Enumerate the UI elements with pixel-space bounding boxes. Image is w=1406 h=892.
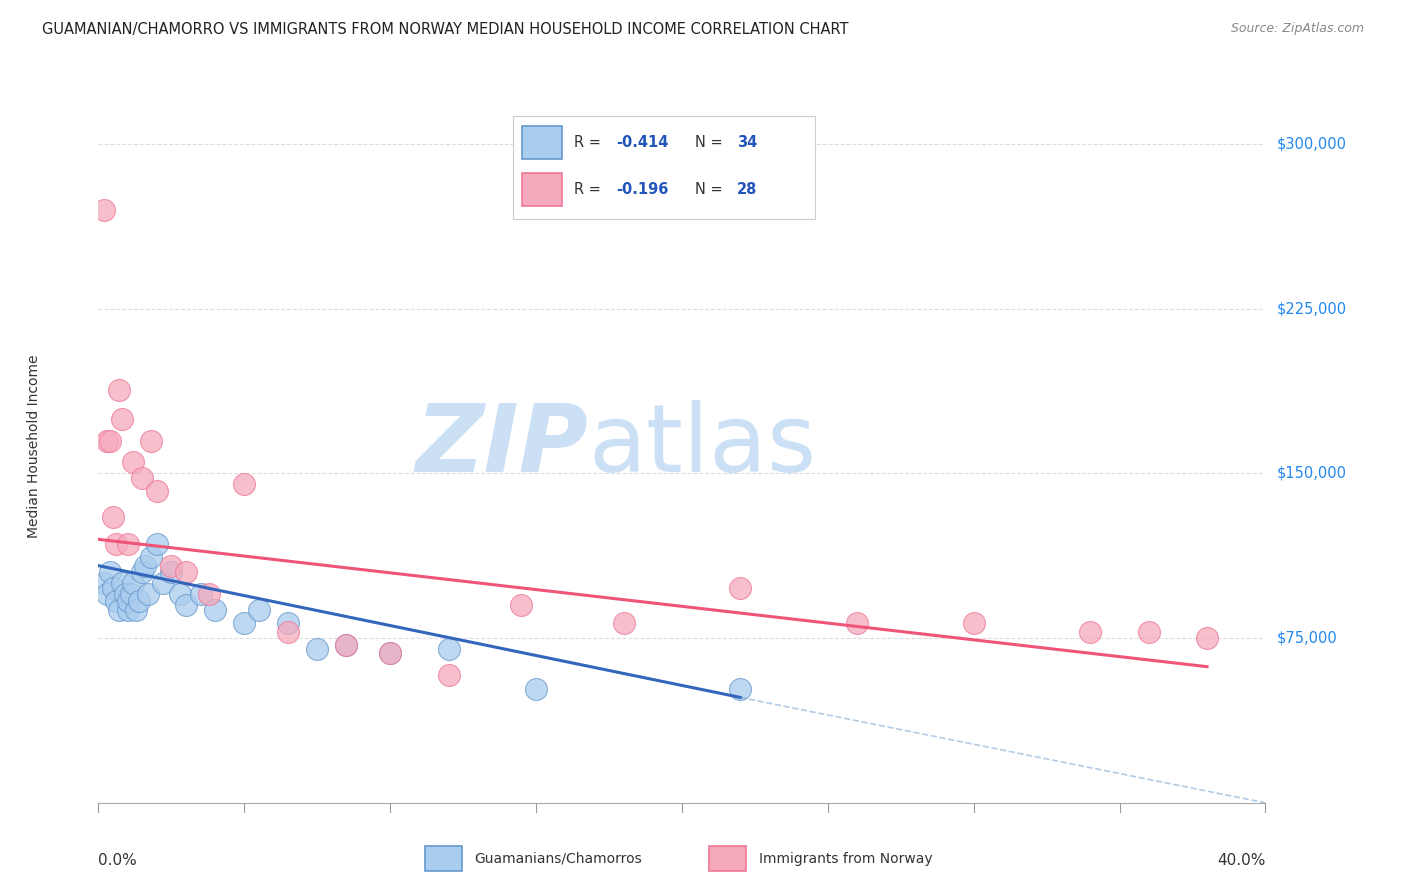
Point — [160, 566, 183, 580]
Point — [198, 587, 221, 601]
Point — [378, 647, 402, 661]
Text: 40.0%: 40.0% — [1218, 853, 1265, 868]
Bar — [709, 847, 747, 871]
Point — [730, 681, 752, 696]
Point — [845, 615, 868, 630]
Text: R =: R = — [574, 135, 605, 150]
Text: -0.414: -0.414 — [616, 135, 668, 150]
Point — [1080, 624, 1102, 639]
Point — [101, 510, 124, 524]
Text: -0.196: -0.196 — [616, 182, 668, 197]
Point — [136, 587, 159, 601]
Point — [247, 602, 270, 616]
Point — [101, 581, 124, 595]
Point — [122, 576, 145, 591]
Point — [117, 594, 139, 608]
Point — [335, 638, 357, 652]
Point — [117, 537, 139, 551]
Text: atlas: atlas — [589, 400, 817, 492]
Point — [108, 383, 131, 397]
Bar — [425, 847, 461, 871]
Point — [152, 576, 174, 591]
Point — [128, 594, 150, 608]
Point — [277, 624, 299, 639]
Text: Median Household Income: Median Household Income — [27, 354, 41, 538]
Point — [98, 566, 121, 580]
Point — [139, 549, 162, 564]
Text: N =: N = — [695, 182, 727, 197]
Point — [111, 411, 134, 425]
Point — [307, 642, 329, 657]
Point — [612, 615, 634, 630]
Point — [190, 587, 212, 601]
Text: ZIP: ZIP — [416, 400, 589, 492]
Point — [134, 558, 156, 573]
Point — [120, 587, 142, 601]
Text: 34: 34 — [737, 135, 758, 150]
Point — [510, 598, 533, 612]
Point — [98, 434, 121, 448]
Point — [730, 581, 752, 595]
Point — [111, 576, 134, 591]
Point — [114, 587, 136, 601]
Point — [962, 615, 984, 630]
Point — [277, 615, 299, 630]
Point — [335, 638, 357, 652]
Point — [169, 587, 191, 601]
Point — [131, 471, 153, 485]
Text: $300,000: $300,000 — [1277, 136, 1347, 152]
Point — [104, 537, 127, 551]
Text: Guamanians/Chamorros: Guamanians/Chamorros — [474, 852, 643, 865]
Bar — [522, 126, 561, 159]
Point — [146, 537, 169, 551]
Point — [122, 455, 145, 469]
Point — [125, 602, 148, 616]
Text: $75,000: $75,000 — [1277, 631, 1337, 646]
Point — [174, 598, 197, 612]
Text: N =: N = — [695, 135, 727, 150]
Text: $150,000: $150,000 — [1277, 466, 1347, 481]
Point — [174, 566, 197, 580]
Text: 28: 28 — [737, 182, 758, 197]
Point — [96, 434, 118, 448]
Text: GUAMANIAN/CHAMORRO VS IMMIGRANTS FROM NORWAY MEDIAN HOUSEHOLD INCOME CORRELATION: GUAMANIAN/CHAMORRO VS IMMIGRANTS FROM NO… — [42, 22, 849, 37]
Point — [93, 576, 115, 591]
Point — [131, 566, 153, 580]
Point — [104, 594, 127, 608]
Text: 0.0%: 0.0% — [98, 853, 138, 868]
Text: $225,000: $225,000 — [1277, 301, 1347, 317]
Point — [524, 681, 547, 696]
Point — [378, 647, 402, 661]
Text: Source: ZipAtlas.com: Source: ZipAtlas.com — [1230, 22, 1364, 36]
Point — [437, 668, 460, 682]
Point — [233, 477, 256, 491]
Point — [160, 558, 183, 573]
Point — [146, 483, 169, 498]
Point — [139, 434, 162, 448]
Point — [108, 602, 131, 616]
Text: Immigrants from Norway: Immigrants from Norway — [759, 852, 932, 865]
Point — [93, 202, 115, 217]
Point — [1137, 624, 1160, 639]
Point — [117, 602, 139, 616]
Point — [437, 642, 460, 657]
Point — [96, 587, 118, 601]
Bar — [522, 173, 561, 206]
Point — [1195, 631, 1218, 645]
Point — [204, 602, 226, 616]
Point — [233, 615, 256, 630]
Text: R =: R = — [574, 182, 605, 197]
